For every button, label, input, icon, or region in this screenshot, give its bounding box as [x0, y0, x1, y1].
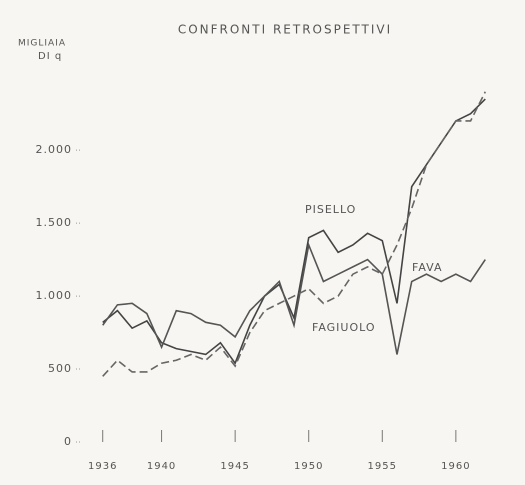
x-tick-label: 1950	[294, 461, 323, 472]
y-tick-label: 2.000	[36, 143, 73, 156]
chart-title: CONFRONTI RETROSPETTIVI	[178, 23, 392, 37]
series-label: PISELLO	[305, 203, 356, 216]
y-axis-label: MIGLIAIA	[18, 39, 66, 49]
series-line	[102, 242, 486, 355]
x-tick-label: 1936	[88, 461, 117, 472]
series-label: FAVA	[412, 261, 443, 274]
y-tick-label: 500	[48, 362, 72, 375]
y-tick-label: 1.000	[36, 289, 73, 302]
y-axis-label: DI q	[38, 51, 62, 62]
x-tick-label: 1955	[368, 461, 397, 472]
y-tick-label: 0	[64, 435, 72, 448]
x-tick-label: 1940	[147, 461, 176, 472]
x-tick-label: 1960	[441, 461, 470, 472]
series-line	[102, 98, 486, 365]
x-tick-label: 1945	[220, 461, 249, 472]
series-line	[102, 91, 487, 377]
series-label: FAGIUOLO	[312, 321, 376, 334]
y-tick-label: 1.500	[36, 216, 73, 229]
